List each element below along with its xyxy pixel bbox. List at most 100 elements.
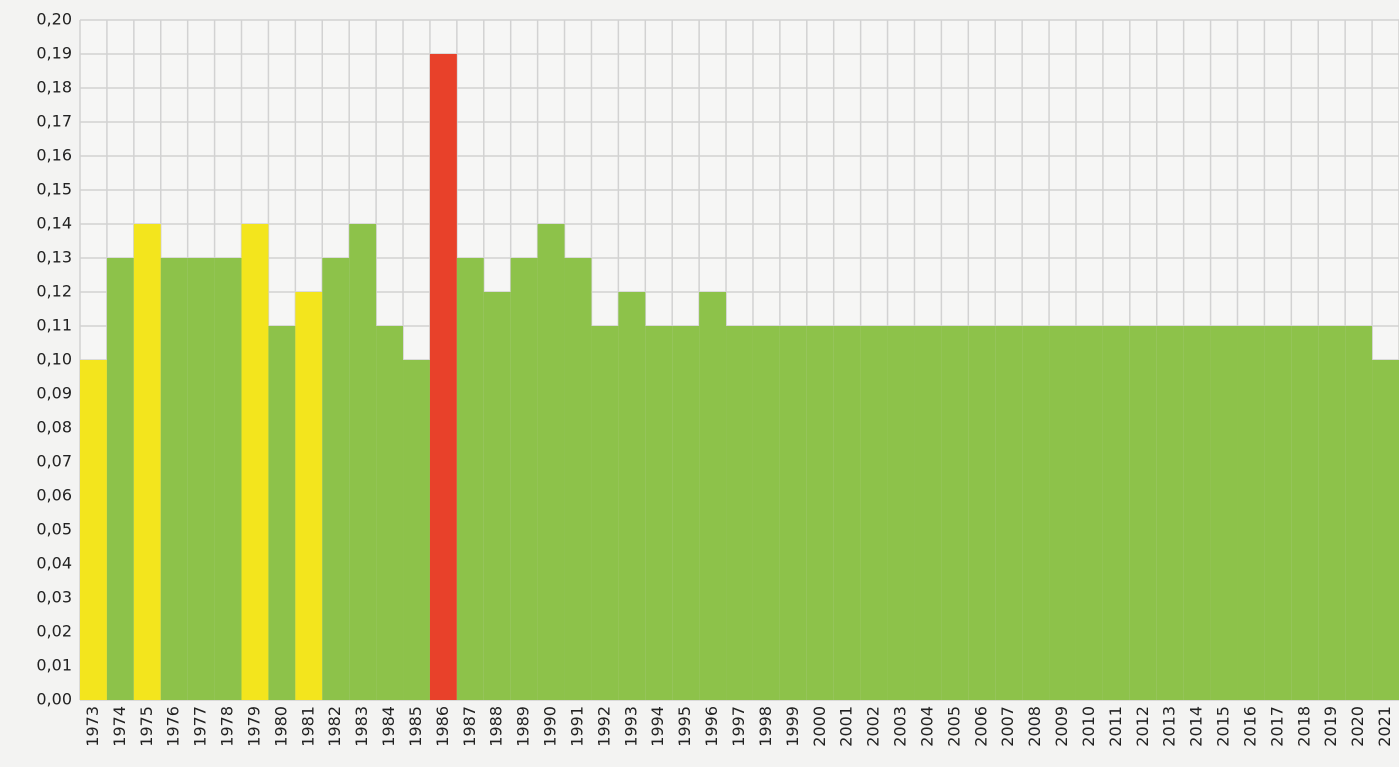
bar — [1129, 326, 1157, 700]
bar — [80, 360, 107, 700]
x-tick-label: 2007 — [998, 706, 1017, 747]
bar — [968, 326, 996, 700]
x-tick-label: 2011 — [1106, 706, 1125, 747]
x-tick-label: 2016 — [1240, 706, 1259, 747]
x-tick-label: 1986 — [433, 706, 452, 747]
y-tick-label: 0,10 — [36, 350, 72, 369]
y-tick-label: 0,13 — [36, 248, 72, 267]
bar — [833, 326, 861, 700]
bar — [1156, 326, 1184, 700]
x-tick-label: 1992 — [594, 706, 613, 747]
y-tick-label: 0,17 — [36, 112, 72, 131]
x-tick-label: 2020 — [1348, 706, 1367, 747]
bar — [403, 360, 430, 700]
bar — [1345, 326, 1373, 700]
x-tick-label: 2002 — [864, 706, 883, 747]
bar — [1264, 326, 1292, 700]
bar — [1022, 326, 1050, 700]
bar — [591, 326, 619, 700]
bar — [322, 258, 350, 700]
x-tick-label: 2015 — [1214, 706, 1233, 747]
bar — [510, 258, 538, 700]
bar — [941, 326, 969, 700]
bar — [564, 258, 592, 700]
x-tick-label: 1975 — [137, 706, 156, 747]
x-tick-label: 1978 — [218, 706, 237, 747]
bar — [914, 326, 942, 700]
bar — [268, 326, 296, 700]
bar — [456, 258, 484, 700]
bar — [429, 54, 457, 700]
bar — [860, 326, 888, 700]
x-tick-label: 1985 — [406, 706, 425, 747]
y-tick-label: 0,09 — [36, 384, 72, 403]
bar — [106, 258, 134, 700]
bar — [1049, 326, 1076, 700]
x-tick-label: 1989 — [514, 706, 533, 747]
y-tick-label: 0,18 — [36, 78, 72, 97]
x-tick-label: 2000 — [810, 706, 829, 747]
x-tick-label: 1994 — [648, 706, 667, 747]
bar — [1183, 326, 1211, 700]
x-tick-label: 1981 — [298, 706, 317, 747]
bar — [187, 258, 215, 700]
x-tick-label: 2003 — [891, 706, 910, 747]
x-tick-label: 2014 — [1187, 706, 1206, 747]
y-tick-label: 0,06 — [36, 486, 72, 505]
y-tick-label: 0,20 — [36, 10, 72, 29]
bar — [1237, 326, 1265, 700]
x-tick-label: 2018 — [1294, 706, 1313, 747]
bar — [699, 292, 727, 700]
x-tick-label: 1974 — [110, 706, 129, 747]
x-tick-label: 1998 — [756, 706, 775, 747]
x-tick-label: 2008 — [1025, 706, 1044, 747]
x-tick-label: 1987 — [460, 706, 479, 747]
bar — [1102, 326, 1130, 700]
y-tick-label: 0,14 — [36, 214, 72, 233]
x-tick-label: 1993 — [621, 706, 640, 747]
bar — [752, 326, 780, 700]
bar — [672, 326, 700, 700]
x-tick-label: 2017 — [1267, 706, 1286, 747]
bar — [779, 326, 807, 700]
x-tick-label: 1996 — [702, 706, 721, 747]
x-tick-label: 2009 — [1052, 706, 1071, 747]
x-tick-label: 1988 — [487, 706, 506, 747]
x-tick-label: 2004 — [917, 706, 936, 747]
x-tick-label: 1999 — [783, 706, 802, 747]
bar — [887, 326, 915, 700]
bar — [537, 224, 565, 700]
y-tick-label: 0,08 — [36, 418, 72, 437]
x-tick-label: 1977 — [191, 706, 210, 747]
bar — [133, 224, 161, 700]
bar — [995, 326, 1023, 700]
x-tick-label: 2006 — [971, 706, 990, 747]
x-tick-label: 1995 — [675, 706, 694, 747]
bar — [349, 224, 377, 700]
x-tick-label: 2001 — [837, 706, 856, 747]
y-tick-label: 0,03 — [36, 588, 72, 607]
bar — [1372, 360, 1399, 700]
x-tick-label: 1983 — [352, 706, 371, 747]
bar — [1210, 326, 1238, 700]
y-tick-label: 0,12 — [36, 282, 72, 301]
y-tick-label: 0,02 — [36, 622, 72, 641]
bar — [1318, 326, 1346, 700]
bar — [618, 292, 646, 700]
bar — [806, 326, 834, 700]
x-tick-label: 1973 — [83, 706, 102, 747]
bar — [376, 326, 404, 700]
y-tick-label: 0,15 — [36, 180, 72, 199]
y-tick-label: 0,01 — [36, 656, 72, 675]
bar — [295, 292, 323, 700]
x-tick-label: 1980 — [271, 706, 290, 747]
y-tick-label: 0,11 — [36, 316, 72, 335]
y-tick-label: 0,19 — [36, 44, 72, 63]
x-tick-label: 1982 — [325, 706, 344, 747]
y-tick-label: 0,00 — [36, 690, 72, 709]
x-tick-label: 2021 — [1375, 706, 1394, 747]
bar — [241, 224, 269, 700]
bar — [214, 258, 242, 700]
x-tick-label: 1976 — [164, 706, 183, 747]
